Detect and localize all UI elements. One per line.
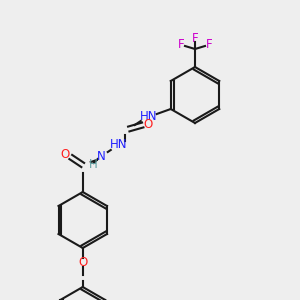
Text: F: F	[178, 38, 184, 52]
Text: O: O	[78, 256, 87, 268]
Text: N: N	[96, 151, 105, 164]
Text: F: F	[206, 38, 212, 52]
Text: H: H	[88, 158, 97, 172]
Text: O: O	[60, 148, 69, 161]
Text: O: O	[143, 118, 152, 131]
Text: HN: HN	[110, 139, 128, 152]
Text: HN: HN	[140, 110, 158, 124]
Text: F: F	[192, 32, 198, 46]
